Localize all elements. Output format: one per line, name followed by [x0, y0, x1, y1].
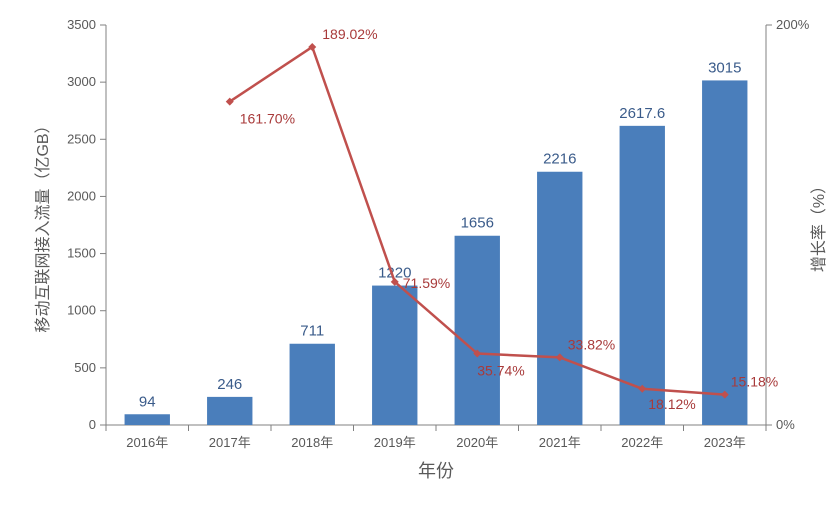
x-axis-title: 年份 [418, 461, 454, 481]
x-tick-label: 2021年 [539, 435, 581, 450]
bar-value-label: 94 [139, 393, 156, 410]
y-left-tick-label: 1500 [67, 246, 96, 261]
combo-chart: 0 500 1000 1500 2000 2500 3000 3500 0% 200% 2016年 2… [0, 0, 839, 515]
bar [537, 172, 582, 425]
y-left-axis-title: 移动互联网接入流量（亿GB） [34, 117, 52, 332]
x-tick-label: 2022年 [621, 435, 663, 450]
line-value-label: 33.82% [568, 336, 615, 352]
bar [290, 344, 335, 425]
x-tick-label: 2018年 [291, 435, 333, 450]
line-value-label: 35.74% [477, 363, 524, 379]
bar [455, 236, 500, 425]
x-tick-label: 2016年 [126, 435, 168, 450]
bar-value-label: 2617.6 [619, 105, 665, 122]
bar [207, 397, 252, 425]
line-value-label: 189.02% [322, 26, 377, 42]
x-tick-label: 2019年 [374, 435, 416, 450]
bar-value-label: 1656 [461, 215, 494, 232]
bar-value-label: 3015 [708, 59, 741, 76]
y-right-tick-label: 0% [776, 417, 795, 432]
bar [125, 414, 170, 425]
bar-value-label: 246 [217, 376, 242, 393]
y-left-tick-label: 3500 [67, 17, 96, 32]
bar-value-label: 2216 [543, 151, 576, 168]
line-value-label: 15.18% [731, 374, 778, 390]
y-left-tick-label: 1000 [67, 303, 96, 318]
x-tick-label: 2017年 [209, 435, 251, 450]
bar-value-label: 711 [300, 323, 324, 340]
x-tick-label: 2020年 [456, 435, 498, 450]
bar [620, 126, 665, 425]
bar [372, 286, 417, 425]
y-left-tick-label: 2500 [67, 131, 96, 146]
y-left-tick-label: 500 [74, 360, 96, 375]
y-left-tick-label: 2000 [67, 188, 96, 203]
line-value-label: 161.70% [240, 111, 295, 127]
y-right-axis-title: 增长率（%） [810, 178, 828, 272]
line-value-label: 71.59% [403, 275, 450, 291]
y-left-tick-label: 3000 [67, 74, 96, 89]
y-right-tick-label: 200% [776, 17, 810, 32]
x-tick-label: 2023年 [704, 435, 746, 450]
y-left-tick-label: 0 [89, 417, 96, 432]
line-value-label: 18.12% [648, 396, 695, 412]
